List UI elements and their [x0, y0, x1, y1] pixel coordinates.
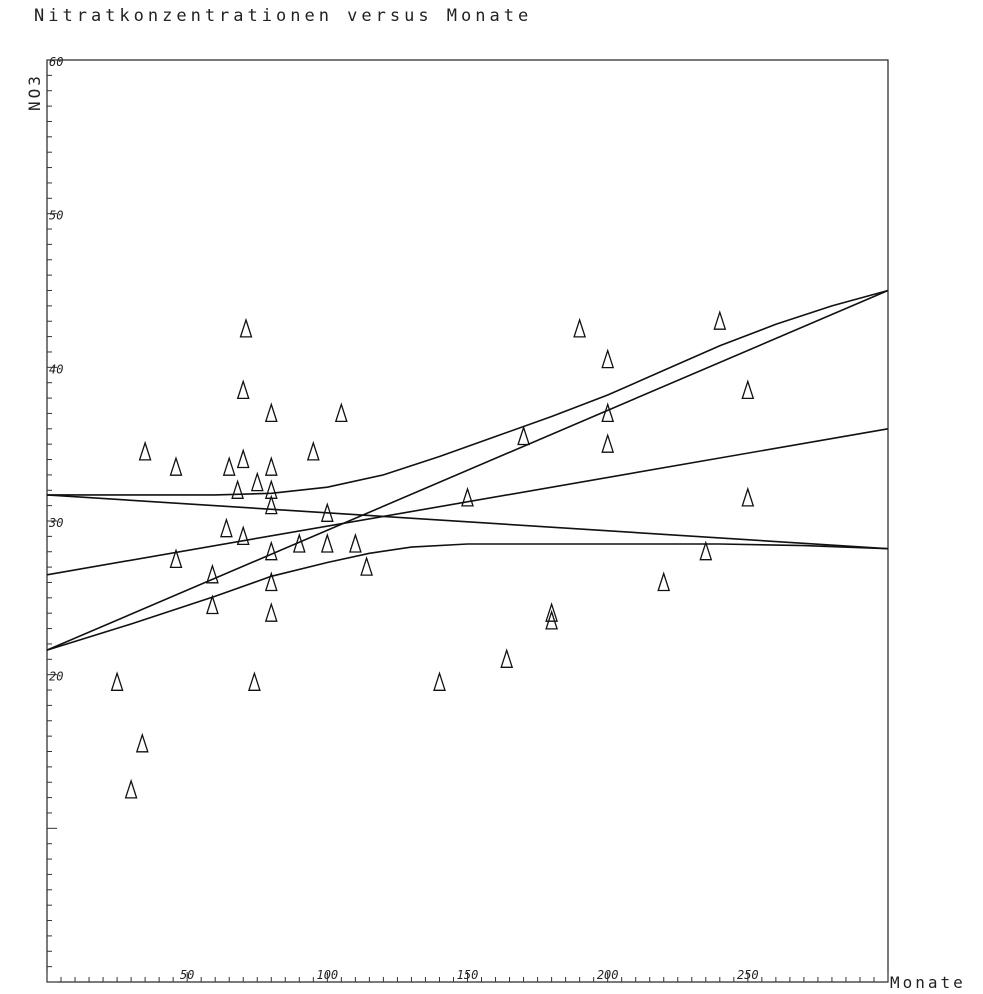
data-point [741, 486, 755, 507]
data-point [360, 555, 373, 576]
data-point [236, 525, 250, 546]
x-axis-label: Monate [890, 973, 966, 992]
line-series-2 [46, 428, 889, 576]
y-tick-label: 20 [49, 670, 63, 684]
data-point [206, 594, 219, 615]
data-point [657, 571, 671, 592]
data-point [306, 440, 320, 461]
data-point [264, 402, 278, 423]
data-point [220, 517, 233, 538]
y-tick-label: 60 [49, 55, 63, 69]
data-point [545, 609, 558, 630]
y-tick-label: 50 [49, 209, 63, 223]
data-point [250, 471, 264, 492]
x-tick-label: 200 [597, 968, 619, 982]
data-point [236, 379, 250, 400]
data-point [264, 456, 278, 476]
data-point [264, 571, 278, 592]
data-point [264, 479, 278, 499]
data-point [601, 348, 615, 369]
data-point [264, 540, 278, 561]
x-tick-label: 150 [457, 968, 479, 982]
data-point [500, 648, 514, 668]
data-point [545, 602, 558, 622]
data-point [461, 486, 474, 507]
data-point [138, 440, 152, 461]
data-point [601, 433, 615, 453]
data-point [169, 456, 183, 476]
data-point [135, 732, 149, 753]
data-point [699, 540, 713, 561]
line-series-1 [46, 494, 889, 550]
data-point [222, 456, 236, 476]
data-point [292, 532, 306, 553]
data-point [433, 671, 446, 691]
data-point [601, 402, 615, 423]
data-point [264, 494, 278, 515]
y-tick-label: 30 [48, 516, 63, 530]
x-tick-label: 100 [316, 968, 338, 982]
data-point [264, 602, 278, 622]
data-point [349, 532, 362, 553]
data-point [248, 671, 261, 691]
data-point [573, 317, 586, 338]
y-tick-label: 40 [49, 362, 63, 376]
data-point [713, 310, 727, 330]
x-tick-label: 50 [180, 968, 194, 982]
data-point [206, 563, 219, 584]
data-point [517, 425, 530, 446]
y-axis-label: NO3 [25, 73, 44, 111]
data-point [236, 448, 250, 469]
chart-title: Nitratkonzentrationen versus Monate [34, 6, 533, 26]
line-series-3 [46, 289, 889, 651]
data-point [320, 502, 334, 522]
data-point [320, 532, 334, 553]
data-point [741, 379, 755, 400]
data-point [231, 479, 244, 499]
line-series-4 [46, 543, 889, 651]
line-series-5 [47, 289, 889, 496]
data-point [334, 402, 348, 423]
x-tick-label: 250 [737, 968, 759, 982]
data-point [169, 548, 183, 569]
data-point [110, 671, 124, 691]
data-point [239, 317, 253, 338]
data-point [124, 778, 138, 799]
